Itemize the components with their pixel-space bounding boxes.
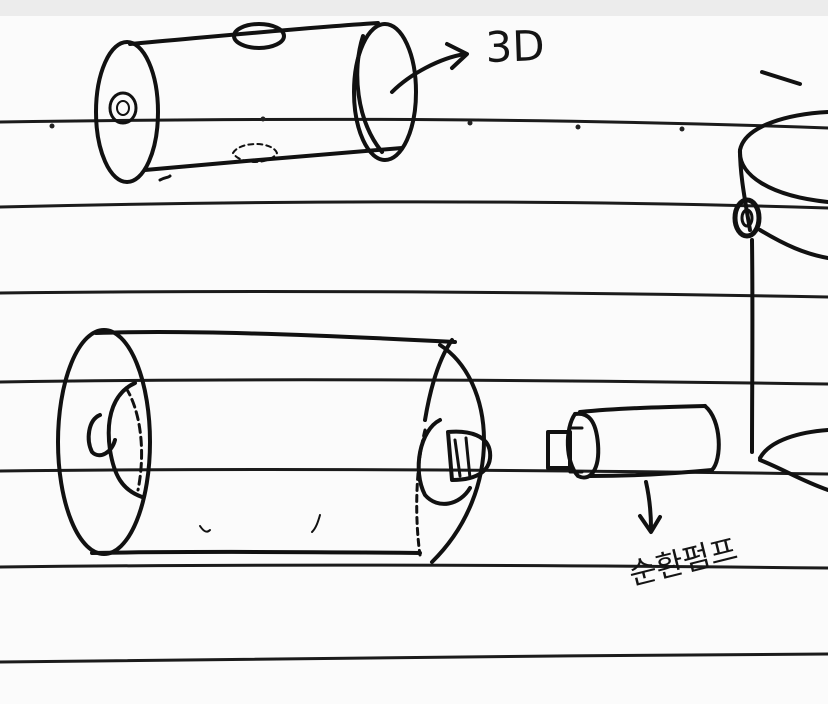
photo-top-edge	[0, 0, 828, 16]
annotation-korean-label: 순환펌프	[625, 532, 741, 593]
annotation-3d-group: 3D	[390, 21, 546, 94]
pump-drawing	[546, 404, 721, 480]
large-cylinder-drawing	[56, 328, 493, 564]
tank-container-drawing	[732, 70, 828, 492]
small-cylinder-drawing	[94, 21, 418, 184]
annotation-pump-group: 순환펌프	[625, 480, 741, 593]
annotation-3d-label: 3D	[485, 21, 546, 72]
